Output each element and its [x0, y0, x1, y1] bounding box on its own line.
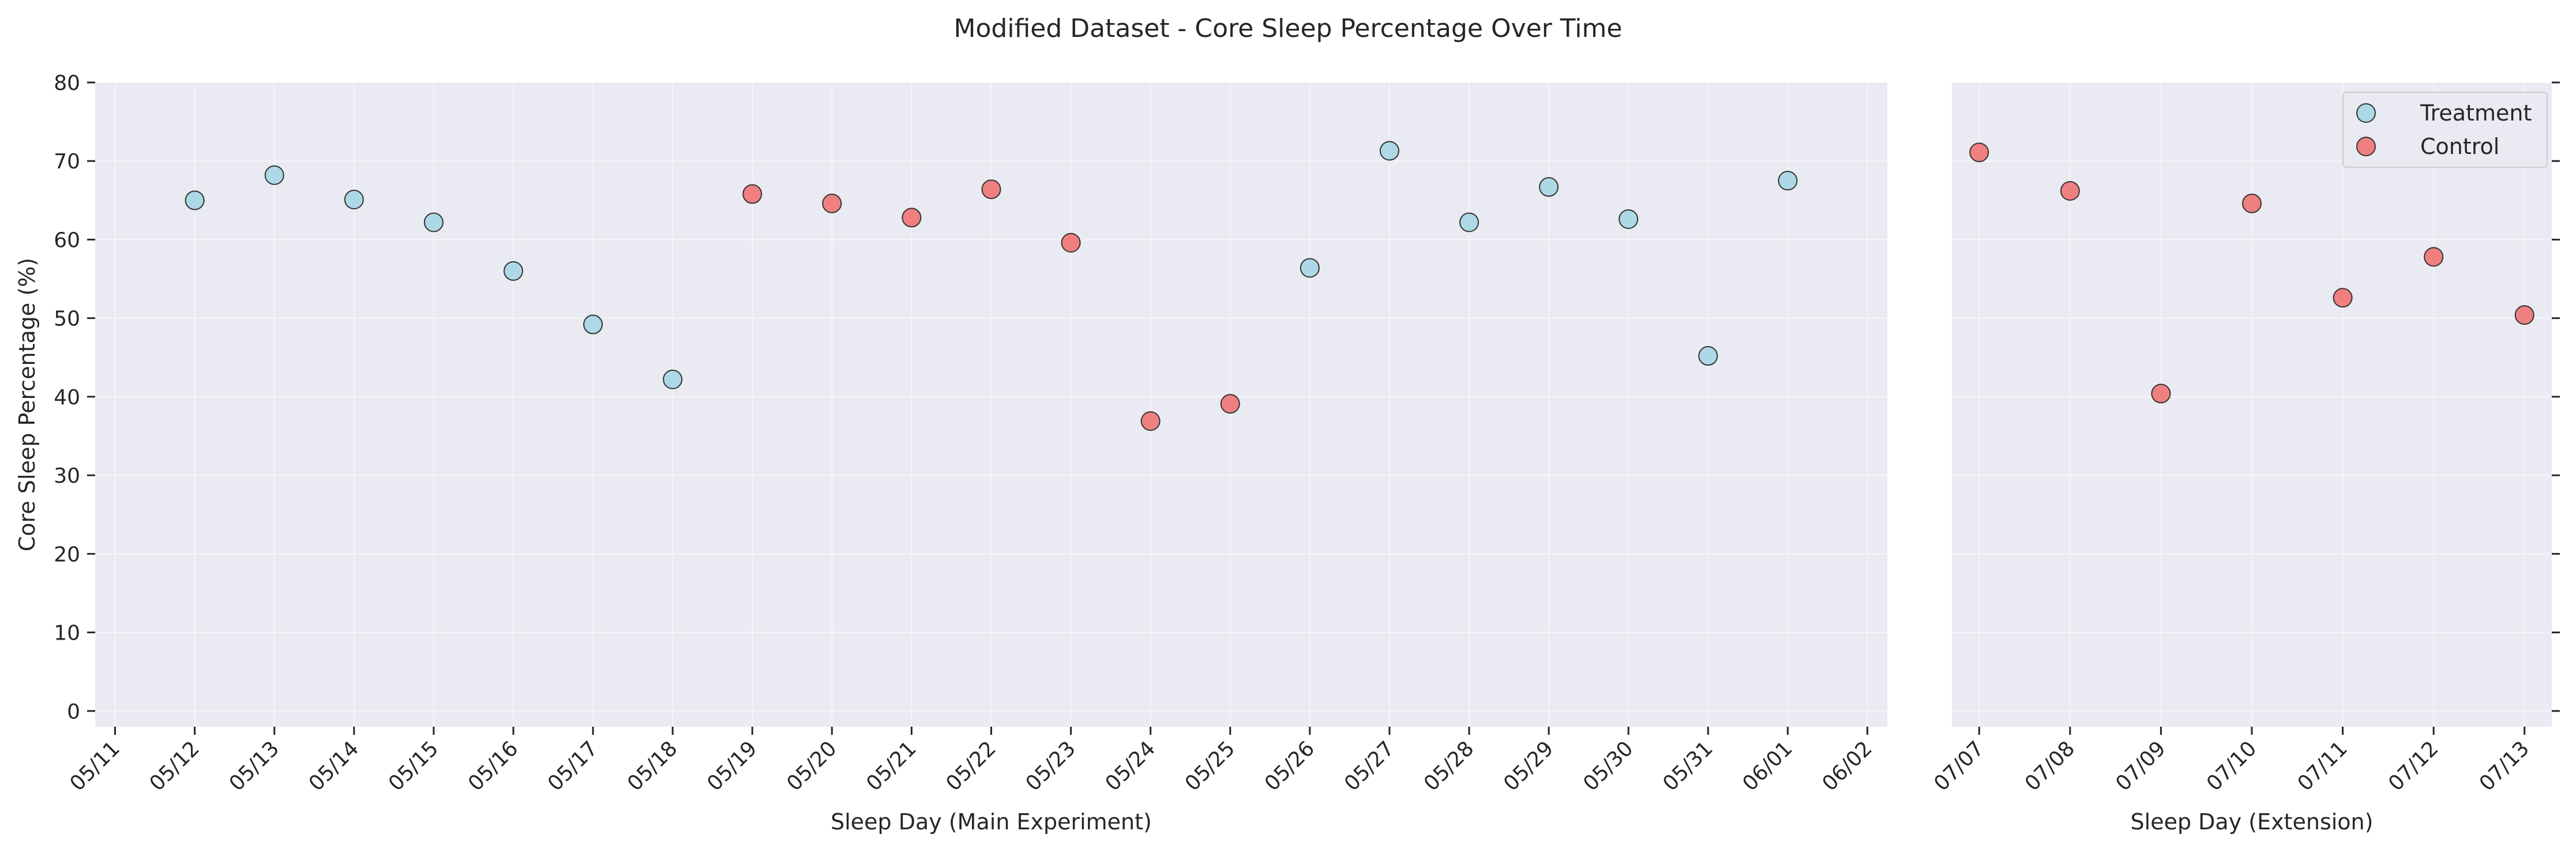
y-tick-label: 50 [54, 307, 80, 331]
data-point-control [2151, 384, 2171, 404]
x-tick-label: 05/23 [1022, 736, 1080, 795]
x-tick-label: 05/27 [1340, 736, 1399, 795]
x-tick-label: 07/10 [2202, 736, 2261, 795]
legend: Treatment Control [2342, 92, 2548, 168]
data-point-treatment [344, 189, 364, 209]
data-point-control [2242, 193, 2262, 213]
data-point-treatment [264, 165, 284, 185]
y-tick-label: 30 [54, 464, 80, 488]
data-point-control [981, 179, 1001, 200]
x-tick-label: 05/18 [623, 736, 682, 795]
data-point-treatment [1698, 346, 1718, 366]
x-tick-label: 07/13 [2475, 736, 2534, 795]
legend-marker-control [2356, 137, 2376, 156]
panels-layer: 0 10 20 30 40 50 60 70 80 05/11 05/12 05/13 05/14 05/… [14, 72, 2560, 835]
data-point-treatment [663, 369, 683, 389]
data-point-treatment [1379, 141, 1399, 161]
y-tick-label: 10 [54, 622, 80, 645]
x-tick-label: 05/24 [1101, 736, 1160, 795]
data-point-treatment [1778, 171, 1798, 191]
x-tick-label: 07/11 [2293, 736, 2352, 795]
data-point-control [1140, 411, 1161, 431]
data-point-control [1969, 142, 1989, 163]
data-point-treatment [1539, 177, 1559, 197]
data-point-treatment [1459, 212, 1479, 232]
x-tick-label: 05/22 [942, 736, 1001, 795]
x-tick-label: 05/13 [225, 736, 284, 795]
x-tick-label: 07/08 [2021, 736, 2079, 795]
x-tick-label: 05/14 [305, 736, 363, 795]
y-tick-label: 80 [54, 72, 80, 95]
data-point-treatment [1300, 258, 1320, 278]
y-axis-label: Core Sleep Percentage (%) [14, 258, 40, 551]
data-point-treatment [185, 190, 205, 211]
y-tick-label: 70 [54, 150, 80, 174]
y-tick-label: 0 [67, 700, 80, 724]
data-point-control [902, 208, 922, 228]
data-point-control [742, 184, 763, 204]
data-point-treatment [1619, 209, 1639, 230]
data-point-treatment [583, 314, 603, 335]
data-point-control [1061, 232, 1081, 253]
x-axis-label: Sleep Day (Extension) [2131, 809, 2374, 835]
data-point-control [2514, 305, 2534, 325]
x-tick-label: 05/15 [384, 736, 443, 795]
x-tick-label: 05/29 [1499, 736, 1558, 795]
x-tick-label: 05/28 [1420, 736, 1478, 795]
data-point-control [1220, 394, 1240, 414]
chart-title: Modified Dataset - Core Sleep Percentage… [954, 14, 1623, 43]
data-point-treatment [423, 212, 444, 232]
x-tick-label: 05/26 [1260, 736, 1319, 795]
legend-label-control: Control [2420, 134, 2499, 159]
legend-marker-treatment [2356, 103, 2376, 123]
x-tick-label: 05/21 [862, 736, 921, 795]
panel-1: 0 10 20 30 40 50 60 70 80 05/11 05/12 05/13 05/14 05/… [54, 72, 1887, 835]
x-tick-label: 07/12 [2384, 736, 2443, 795]
x-tick-label: 05/30 [1579, 736, 1638, 795]
panel-2: 07/07 07/08 07/09 07/10 07/11 07/12 07/13 Sleep… [1929, 81, 2560, 835]
x-tick-label: 05/17 [543, 736, 602, 795]
legend-box [2342, 92, 2548, 168]
x-tick-label: 06/02 [1818, 736, 1876, 795]
x-tick-label: 06/01 [1738, 736, 1797, 795]
data-point-control [822, 193, 842, 213]
x-tick-label: 05/25 [1181, 736, 1240, 795]
y-tick-label: 60 [54, 228, 80, 252]
x-tick-label: 05/11 [66, 736, 125, 795]
x-tick-label: 05/12 [145, 736, 204, 795]
data-point-control [2060, 181, 2080, 201]
x-tick-label: 07/09 [2111, 736, 2170, 795]
x-tick-label: 05/19 [703, 736, 761, 795]
x-tick-label: 05/16 [464, 736, 523, 795]
x-tick-label: 05/20 [782, 736, 841, 795]
y-tick-label: 20 [54, 543, 80, 566]
data-point-control [2424, 247, 2444, 267]
legend-label-treatment: Treatment [2420, 100, 2532, 126]
x-tick-label: 05/31 [1658, 736, 1717, 795]
data-point-control [2333, 288, 2353, 308]
y-tick-label: 40 [54, 386, 80, 409]
x-tick-label: 07/07 [1929, 736, 1988, 795]
x-axis-label: Sleep Day (Main Experiment) [831, 809, 1152, 835]
data-point-treatment [503, 261, 523, 281]
